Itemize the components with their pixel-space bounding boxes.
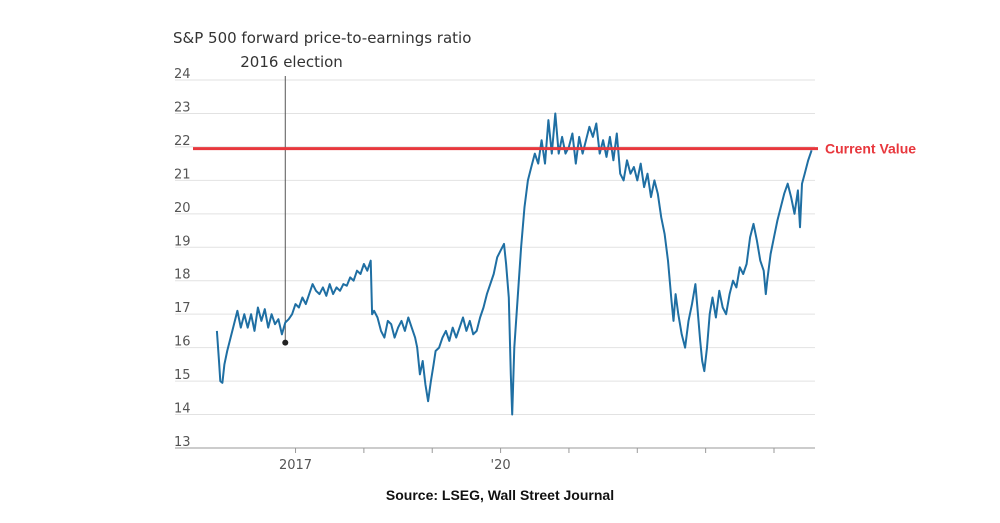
y-tick-label: 17 xyxy=(174,301,191,316)
y-tick-label: 18 xyxy=(174,268,191,283)
y-axis-labels: 13 14 15 16 17 18 19 20 21 22 23 24 xyxy=(174,67,191,450)
pe-ratio-line xyxy=(215,112,813,416)
y-tick-label: 15 xyxy=(174,368,191,383)
current-value-label: Current Value xyxy=(825,141,916,157)
y-tick-label: 21 xyxy=(174,167,191,182)
y-tick-label: 14 xyxy=(174,402,191,417)
source-note: Source: LSEG, Wall Street Journal xyxy=(386,487,614,503)
y-tick-label: 16 xyxy=(174,335,191,350)
election-annotation-label: 2016 election xyxy=(240,53,343,71)
y-tick-label: 13 xyxy=(174,435,191,450)
grid xyxy=(175,79,815,416)
y-tick-label: 22 xyxy=(174,134,191,149)
y-tick-label: 20 xyxy=(174,201,191,216)
y-tick-label: 19 xyxy=(174,234,191,249)
x-tick-label: 2017 xyxy=(279,458,312,473)
x-tick-label: '20 xyxy=(491,458,511,473)
y-tick-label: 24 xyxy=(174,67,191,82)
x-axis: 2017 '20 xyxy=(175,447,815,473)
chart-title: S&P 500 forward price-to-earnings ratio xyxy=(173,29,471,47)
election-marker-dot xyxy=(282,339,289,346)
y-tick-label: 23 xyxy=(174,100,191,115)
